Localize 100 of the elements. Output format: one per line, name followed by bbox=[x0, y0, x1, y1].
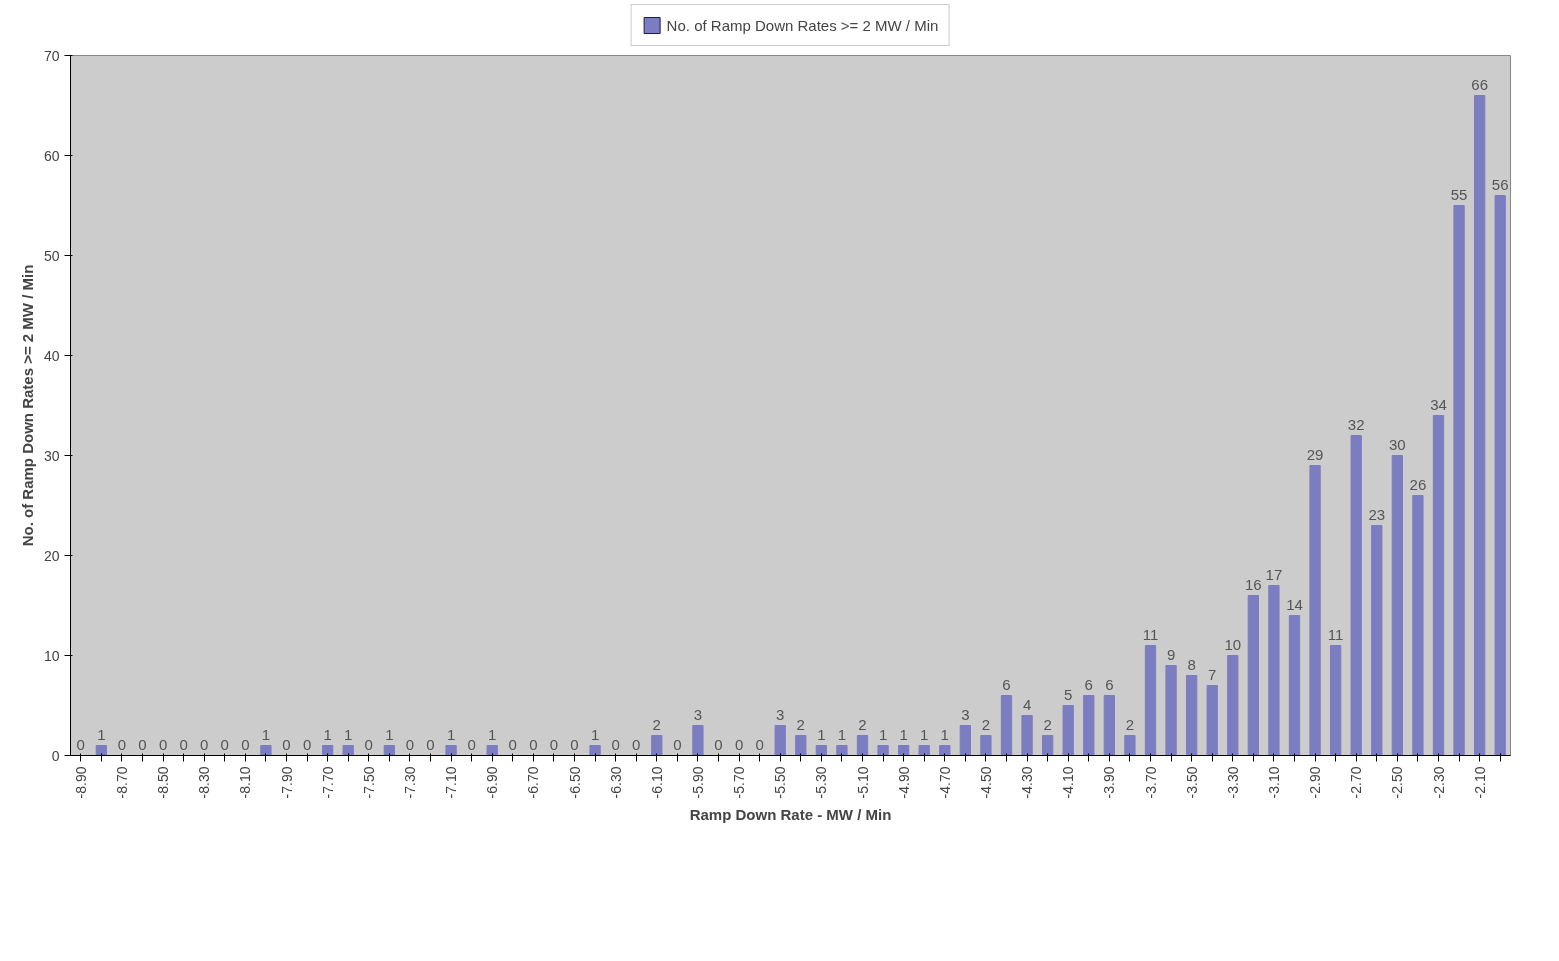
y-tick-label: 70 bbox=[43, 47, 60, 64]
x-tick-label: -4.70 bbox=[936, 766, 953, 799]
x-tick-label: -3.70 bbox=[1142, 766, 1159, 799]
data-label: 2 bbox=[981, 715, 991, 733]
data-label: 5 bbox=[1064, 685, 1073, 703]
data-label: 30 bbox=[1389, 435, 1406, 453]
data-label: 0 bbox=[179, 735, 188, 753]
bar bbox=[1165, 665, 1177, 756]
data-label: 0 bbox=[529, 735, 538, 753]
data-label: 1 bbox=[323, 725, 332, 743]
x-tick-label: -4.30 bbox=[1019, 766, 1036, 799]
x-tick-label: -5.70 bbox=[731, 766, 748, 799]
legend-label: No. of Ramp Down Rates >= 2 MW / Min bbox=[666, 16, 939, 34]
bar bbox=[1309, 465, 1321, 756]
data-label: 1 bbox=[385, 725, 394, 743]
data-label: 0 bbox=[714, 735, 723, 753]
data-label: 1 bbox=[446, 725, 456, 743]
x-tick-label: -7.50 bbox=[360, 766, 377, 799]
bar bbox=[1186, 675, 1198, 756]
bar bbox=[856, 735, 869, 756]
data-label: 2 bbox=[1125, 715, 1135, 733]
y-tick-label: 50 bbox=[43, 247, 60, 264]
bar bbox=[1268, 585, 1280, 756]
data-label: 4 bbox=[1022, 695, 1032, 713]
data-label: 1 bbox=[97, 725, 106, 743]
bar bbox=[95, 745, 107, 756]
data-label: 55 bbox=[1450, 185, 1468, 203]
x-tick-label: -5.90 bbox=[689, 766, 706, 799]
bar bbox=[898, 745, 910, 756]
data-label: 0 bbox=[158, 735, 168, 753]
data-label: 0 bbox=[117, 735, 127, 753]
bar bbox=[1371, 525, 1383, 756]
data-label: 11 bbox=[1327, 625, 1344, 643]
data-label: 0 bbox=[549, 735, 559, 753]
data-label: 2 bbox=[652, 715, 661, 733]
bar bbox=[1350, 435, 1362, 756]
data-label: 1 bbox=[899, 725, 908, 743]
bar bbox=[877, 745, 889, 756]
data-label: 0 bbox=[364, 735, 373, 753]
bar bbox=[1432, 415, 1445, 756]
bar bbox=[651, 735, 663, 756]
y-tick-label: 0 bbox=[51, 747, 60, 764]
x-tick-label: -6.50 bbox=[566, 766, 583, 799]
bar bbox=[1103, 695, 1115, 756]
data-label: 0 bbox=[508, 735, 517, 753]
x-tick-label: -6.10 bbox=[648, 766, 665, 799]
bar bbox=[959, 725, 971, 756]
bar bbox=[1000, 695, 1013, 756]
data-label: 6 bbox=[1084, 675, 1093, 693]
x-tick-label: -6.90 bbox=[484, 766, 501, 799]
data-label: 2 bbox=[1043, 715, 1052, 733]
x-tick-label: -4.10 bbox=[1060, 766, 1077, 799]
bar bbox=[1124, 735, 1136, 756]
data-label: 56 bbox=[1491, 175, 1509, 193]
y-tick-label: 40 bbox=[43, 347, 60, 364]
x-tick-label: -2.90 bbox=[1307, 766, 1324, 799]
bar bbox=[836, 745, 848, 756]
x-tick-label: -8.70 bbox=[113, 766, 130, 799]
data-label: 23 bbox=[1368, 505, 1386, 523]
x-tick-label: -8.50 bbox=[155, 766, 172, 799]
data-label: 0 bbox=[734, 735, 744, 753]
x-tick-label: -3.30 bbox=[1224, 766, 1241, 799]
data-label: 6 bbox=[1105, 675, 1114, 693]
bar bbox=[260, 745, 272, 756]
data-label: 0 bbox=[220, 735, 229, 753]
bar bbox=[383, 745, 395, 756]
x-tick-label: -4.90 bbox=[895, 766, 912, 799]
data-label: 3 bbox=[776, 705, 785, 723]
x-tick-label: -8.30 bbox=[196, 766, 213, 799]
data-label: 1 bbox=[817, 725, 826, 743]
bar bbox=[322, 745, 334, 756]
bar bbox=[1083, 695, 1095, 756]
data-label: 6 bbox=[1002, 675, 1011, 693]
x-tick-label: -7.70 bbox=[319, 766, 336, 799]
x-tick-label: -2.50 bbox=[1389, 766, 1406, 799]
data-label: 26 bbox=[1409, 475, 1427, 493]
data-label: 3 bbox=[961, 705, 970, 723]
x-tick-label: -3.50 bbox=[1183, 766, 1200, 799]
x-tick-label: -7.30 bbox=[401, 766, 418, 799]
data-label: 11 bbox=[1142, 625, 1159, 643]
bar bbox=[1412, 495, 1424, 756]
y-axis-title: No. of Ramp Down Rates >= 2 MW / Min bbox=[18, 264, 36, 547]
data-label: 1 bbox=[488, 725, 497, 743]
data-label: 16 bbox=[1245, 575, 1262, 593]
data-label: 0 bbox=[673, 735, 682, 753]
data-label: 0 bbox=[282, 735, 291, 753]
bar bbox=[815, 745, 827, 756]
data-label: 10 bbox=[1224, 635, 1242, 653]
x-tick-label: -5.10 bbox=[854, 766, 871, 799]
data-label: 9 bbox=[1166, 645, 1176, 663]
data-label: 0 bbox=[426, 735, 435, 753]
y-tick-label: 10 bbox=[43, 647, 60, 664]
x-tick-label: -5.50 bbox=[772, 766, 789, 799]
x-tick-label: -7.90 bbox=[278, 766, 295, 799]
x-tick-label: -4.50 bbox=[977, 766, 994, 799]
x-tick-label: -7.10 bbox=[443, 766, 460, 799]
x-tick-label: -3.90 bbox=[1101, 766, 1118, 799]
bar bbox=[939, 745, 951, 756]
data-label: 7 bbox=[1208, 665, 1217, 683]
data-label: 0 bbox=[138, 735, 147, 753]
